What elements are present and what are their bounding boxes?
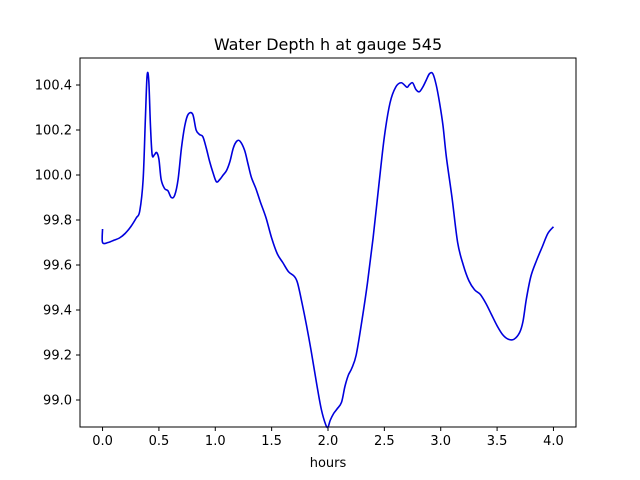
y-tick-label: 100.4 [35,79,72,94]
x-tick-label: 1.0 [205,434,226,449]
x-axis-title: hours [310,456,347,471]
y-tick-label: 99.0 [43,394,72,409]
series-layer [101,71,555,429]
x-tick-label: 4.0 [543,434,564,449]
series-line-0 [101,71,555,429]
x-tick-label: 2.5 [374,434,395,449]
y-tick-label: 100.0 [35,169,72,184]
y-tick-label: 99.6 [43,259,72,274]
x-tick-label: 3.0 [430,434,451,449]
x-tick-label: 1.5 [261,434,282,449]
tick-layer: 0.0 0.5 1.0 1.5 2.0 2.5 3.0 3.5 4.0 99.0 99.2 99.4 9… [35,79,564,450]
y-tick-label: 99.2 [43,349,72,364]
y-tick-label: 99.4 [43,304,72,319]
x-tick-label: 0.0 [92,434,113,449]
chart-title: Water Depth h at gauge 545 [214,35,442,54]
y-tick-label: 100.2 [35,124,72,139]
x-tick-label: 2.0 [318,434,339,449]
x-tick-label: 0.5 [149,434,170,449]
plot-frame [79,57,577,428]
x-tick-label: 3.5 [487,434,508,449]
y-tick-label: 99.8 [43,214,72,229]
